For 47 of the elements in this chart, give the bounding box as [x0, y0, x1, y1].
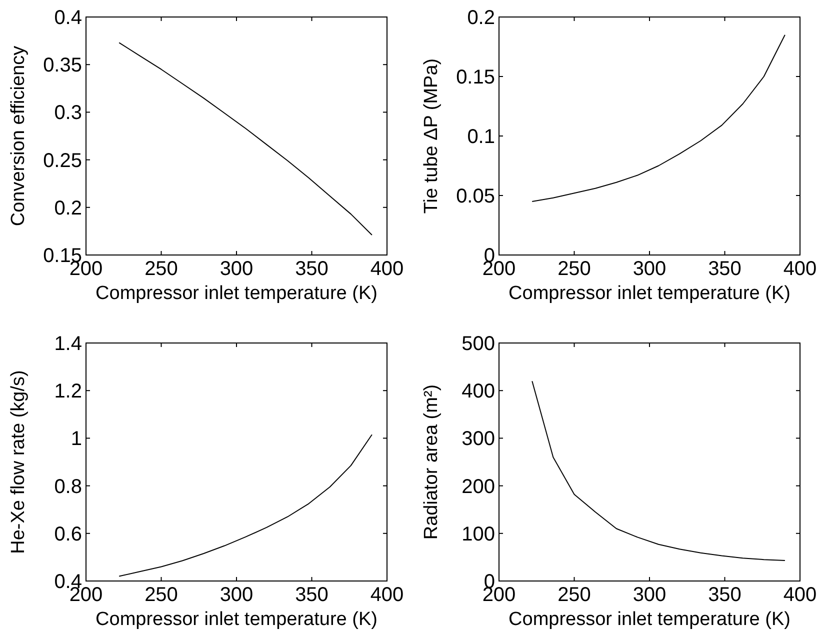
y-tick-label: 400 [462, 380, 495, 403]
y-tick-label: 0.1 [467, 126, 495, 148]
y-tick-label: 0.2 [54, 197, 82, 220]
x-tick-label: 350 [295, 258, 328, 280]
y-tick-label: 1.2 [54, 380, 82, 403]
x-tick-label: 250 [558, 258, 591, 280]
x-tick-label: 400 [783, 258, 817, 280]
x-tick-label: 300 [220, 258, 254, 280]
line-series [532, 34, 786, 202]
y-axis-title: Tie tube ΔP (MPa) [421, 58, 442, 214]
y-tick-label: 0.8 [54, 476, 82, 498]
y-tick-label: 0.25 [43, 150, 82, 172]
x-tick-label: 400 [370, 584, 404, 606]
y-tick-label: 0.2 [467, 7, 495, 29]
x-axis-title: Compressor inlet temperature (K) [96, 609, 378, 630]
x-axis-title: Compressor inlet temperature (K) [96, 283, 378, 304]
line-series [532, 380, 786, 562]
line-series [118, 42, 372, 236]
y-axis-title: Radiator area (m²) [421, 384, 442, 540]
x-tick-label: 300 [632, 258, 666, 280]
x-tick-label: 250 [558, 584, 591, 606]
y-tick-label: 0.6 [54, 523, 82, 546]
line-series [118, 434, 372, 577]
x-tick-label: 350 [708, 258, 742, 280]
y-tick-label: 500 [462, 333, 495, 355]
x-tick-label: 300 [220, 584, 254, 606]
y-tick-label: 0.05 [456, 186, 495, 208]
x-axis-title: Compressor inlet temperature (K) [508, 283, 790, 304]
x-tick-label: 300 [632, 584, 666, 606]
x-axis-title: Compressor inlet temperature (K) [508, 609, 790, 630]
y-axis-title: He-Xe flow rate (kg/s) [8, 370, 29, 554]
y-tick-label: 0.3 [54, 102, 82, 124]
y-tick-label: 0.15 [456, 66, 495, 88]
x-tick-label: 400 [783, 584, 817, 606]
y-axis-title: Conversion efficiency [8, 45, 29, 226]
x-tick-label: 250 [144, 258, 178, 280]
y-tick-label: 0.4 [54, 7, 82, 29]
x-tick-label: 350 [295, 584, 328, 606]
y-tick-label: 1 [70, 428, 82, 450]
x-tick-label: 250 [144, 584, 178, 606]
y-tick-label: 1.4 [54, 333, 82, 355]
y-tick-label: 300 [462, 428, 495, 450]
y-tick-label: 100 [462, 523, 495, 546]
x-tick-label: 350 [708, 584, 742, 606]
x-tick-label: 400 [370, 258, 404, 280]
y-tick-label: 200 [462, 476, 495, 498]
y-tick-label: 0.35 [43, 54, 82, 77]
